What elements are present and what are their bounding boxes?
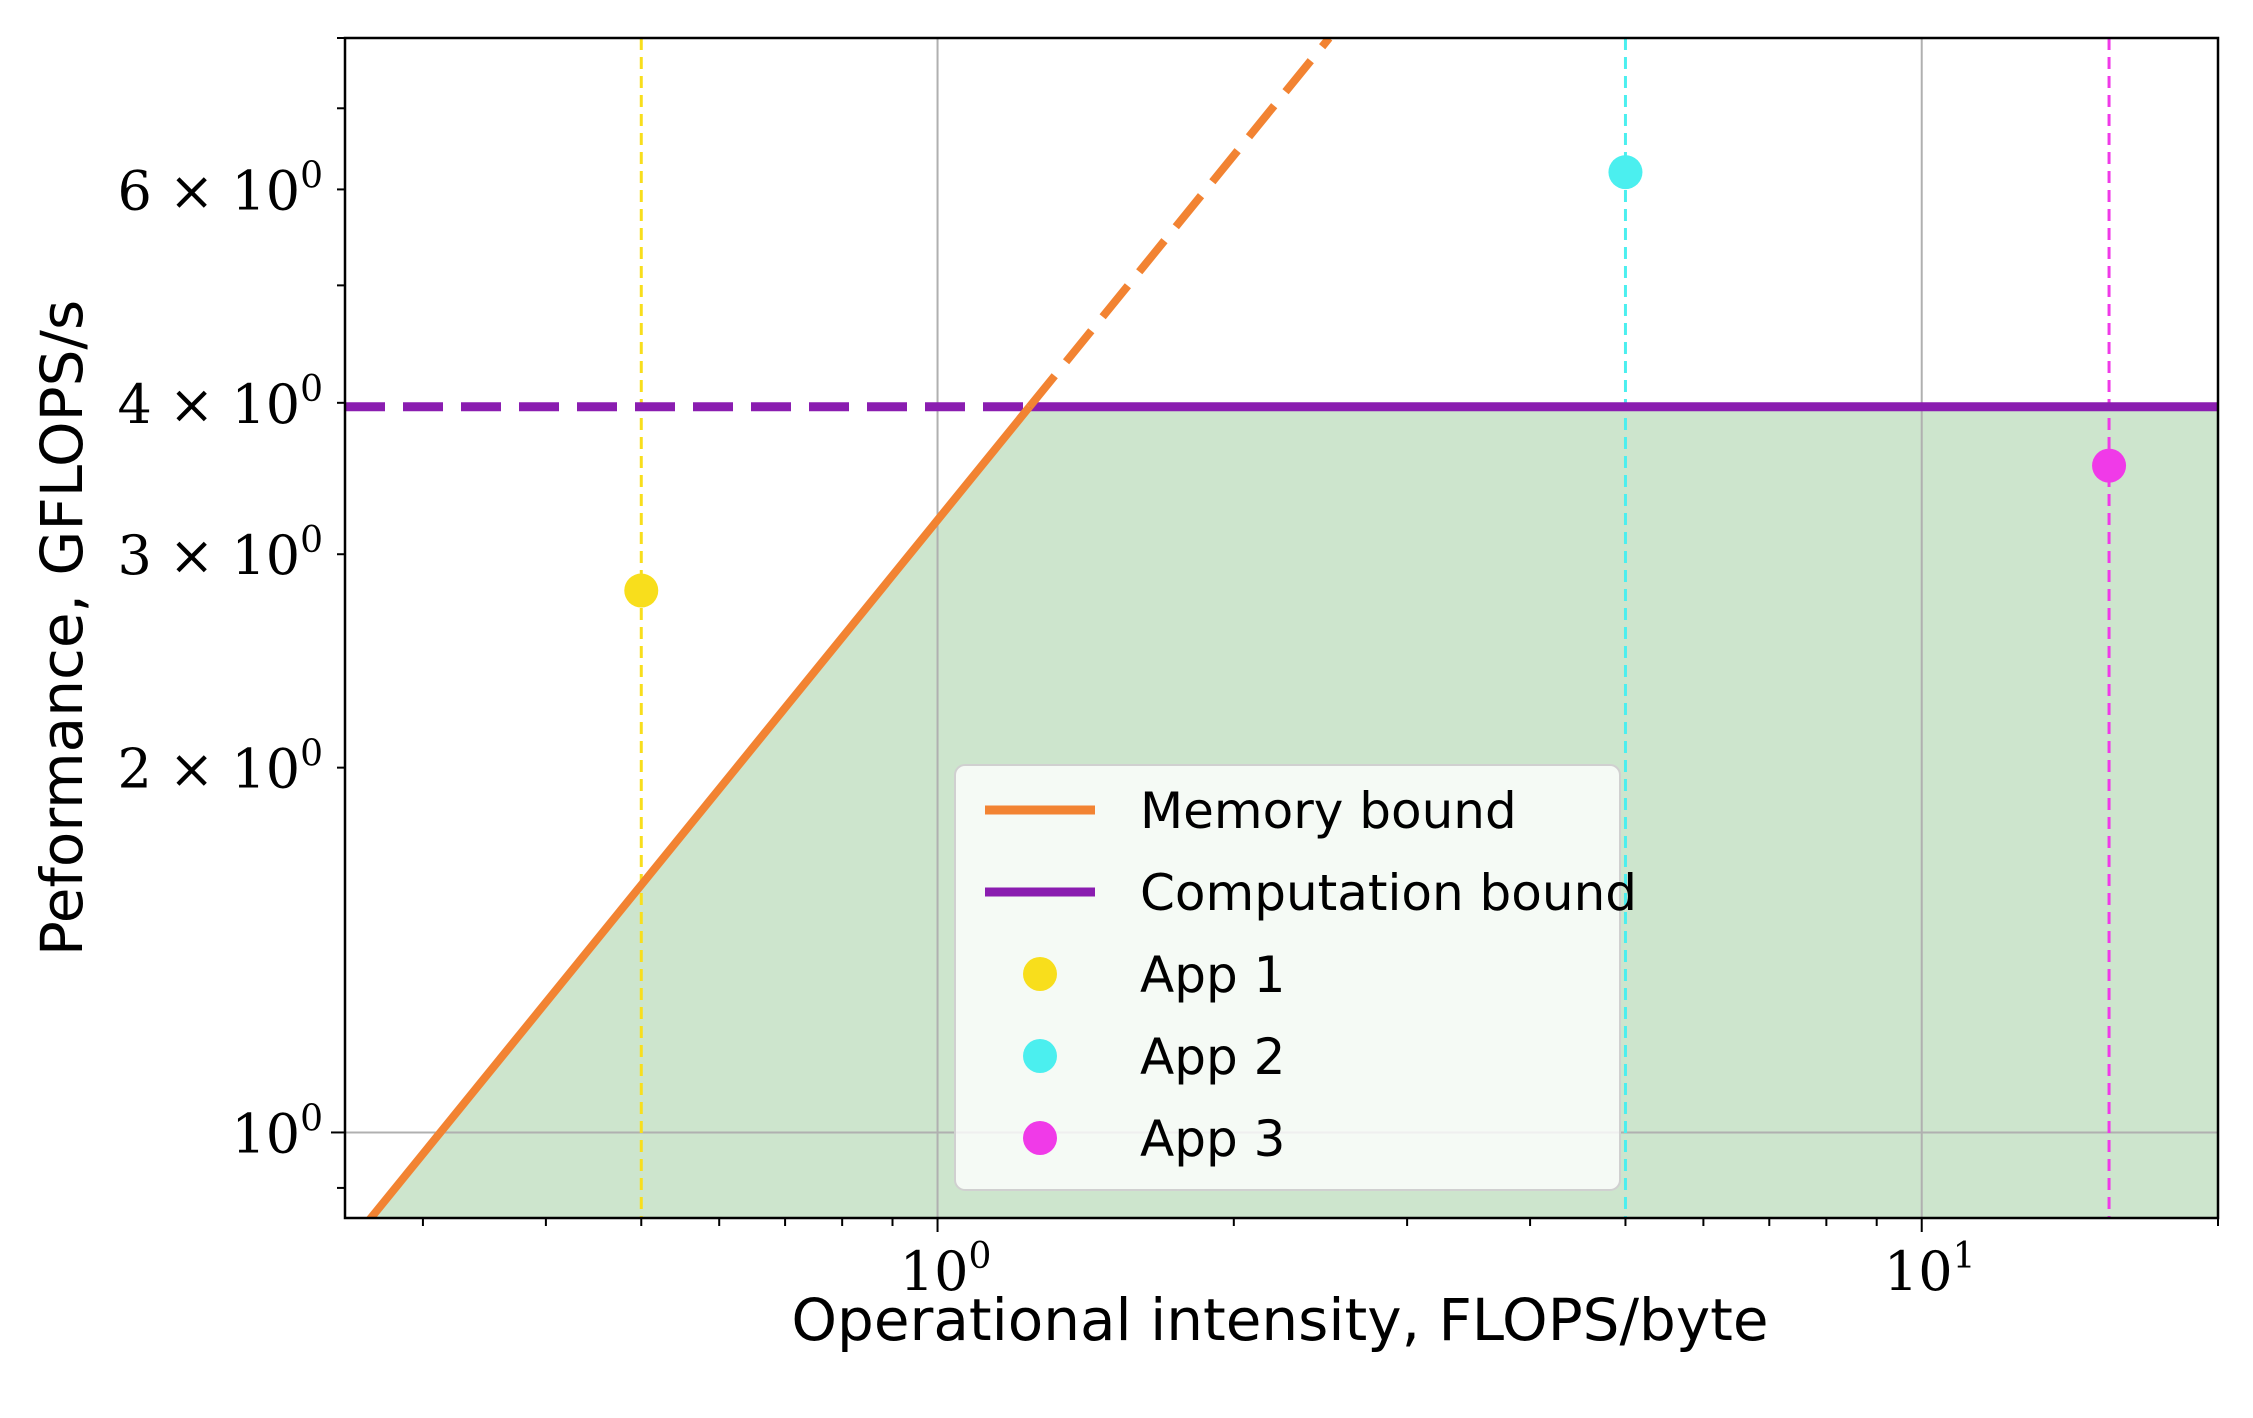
legend-label-4: App 2: [1140, 1028, 1285, 1086]
legend-box: [954, 764, 1621, 1191]
y-minor-tick-label-3: 6 × 100: [117, 155, 323, 222]
memory-bound-dashed: [1026, 38, 1333, 410]
memory-bound-line: [365, 404, 1033, 1218]
legend-label-3: App 1: [1140, 946, 1285, 1004]
legend-label-1: Memory bound: [1140, 782, 1517, 840]
y-minor-tick-label-1: 3 × 100: [117, 520, 323, 587]
axes-frame: [343, 36, 2220, 1220]
legend-label-5: App 3: [1140, 1110, 1285, 1168]
y-axis-label: Peformance, GFLOPS/s: [28, 300, 96, 956]
x-tick-label-1: 101: [1884, 1236, 1976, 1303]
x-axis-label: Operational intensity, FLOPS/byte: [791, 1286, 1768, 1354]
y-minor-tick-label-2: 4 × 100: [117, 369, 323, 436]
legend-swatch-5: [1023, 1121, 1057, 1155]
legend-swatch-3: [1023, 957, 1057, 991]
app-2-point: [1608, 155, 1643, 190]
legend: Memory bound Computation bound App 1 App 2 A…: [954, 764, 1637, 1191]
x-tick-label-0: 100: [900, 1236, 992, 1303]
app-3-point: [2092, 448, 2127, 483]
app-1-point: [624, 573, 659, 608]
legend-label-2: Computation bound: [1140, 864, 1637, 922]
y-minor-tick-label-0: 2 × 100: [117, 734, 323, 801]
y-tick-label-0: 100: [231, 1098, 323, 1165]
legend-swatch-4: [1023, 1039, 1057, 1073]
